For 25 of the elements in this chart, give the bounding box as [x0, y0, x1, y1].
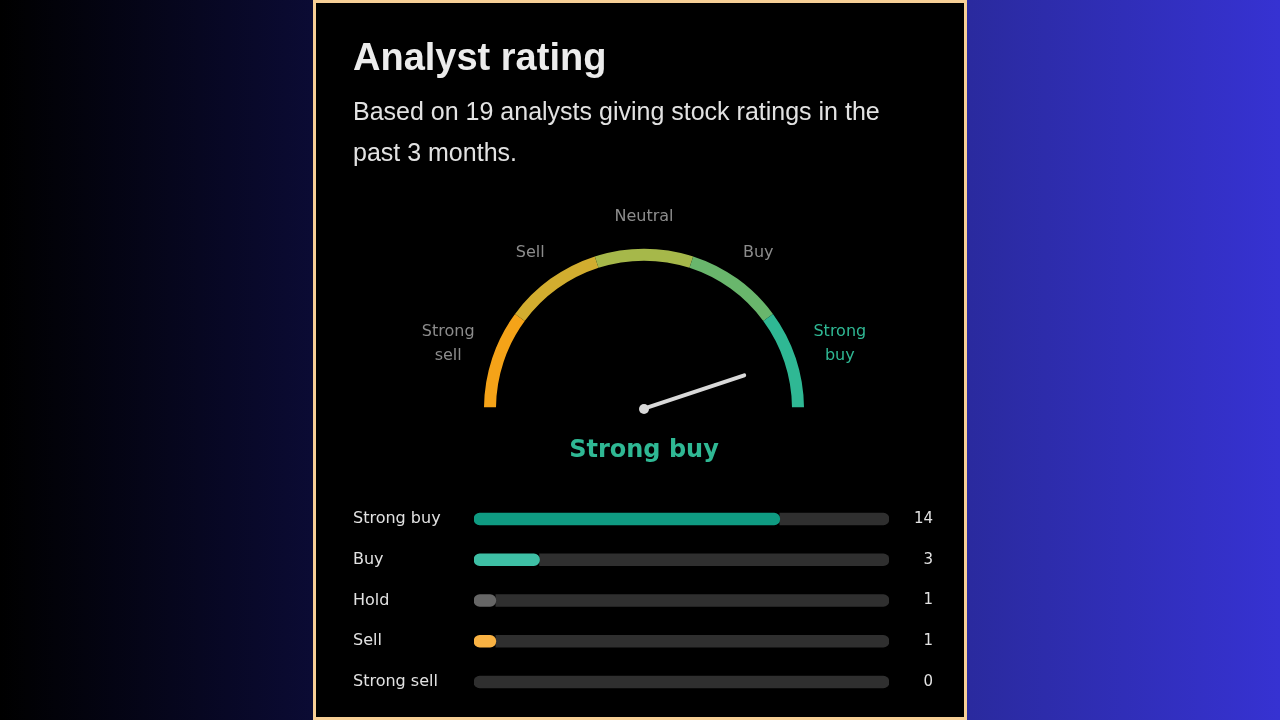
bar [539, 553, 889, 567]
y-tick-label: Hold [353, 589, 390, 609]
text: Strong buy [569, 434, 719, 463]
data-label: 0 [923, 671, 933, 690]
y-tick-label: Strong sell [353, 671, 438, 691]
chart-subtitle: Based on 19 analysts giving stock ratings in the past 3 months. [353, 96, 881, 168]
y-tick-label: Sell [353, 630, 382, 650]
bar [474, 553, 540, 567]
data-label: 3 [923, 549, 933, 568]
data-label: 14 [913, 508, 933, 527]
slice-label: Buy [742, 242, 774, 262]
bar [474, 675, 889, 689]
slice-label: Sell [515, 242, 545, 262]
slice-label: Neutral [614, 205, 674, 225]
data-label: 1 [923, 631, 933, 650]
bar [474, 512, 781, 526]
y-tick-label: Buy [353, 548, 384, 568]
data-label: 1 [923, 590, 933, 609]
slice-label: Strong buy [813, 321, 867, 365]
slice-label: Strong sell [421, 321, 475, 365]
bar [779, 512, 889, 526]
chart-title: Analyst rating [353, 36, 607, 78]
y-tick-label: Strong buy [353, 508, 441, 528]
bar [495, 634, 889, 648]
bar [495, 594, 889, 607]
